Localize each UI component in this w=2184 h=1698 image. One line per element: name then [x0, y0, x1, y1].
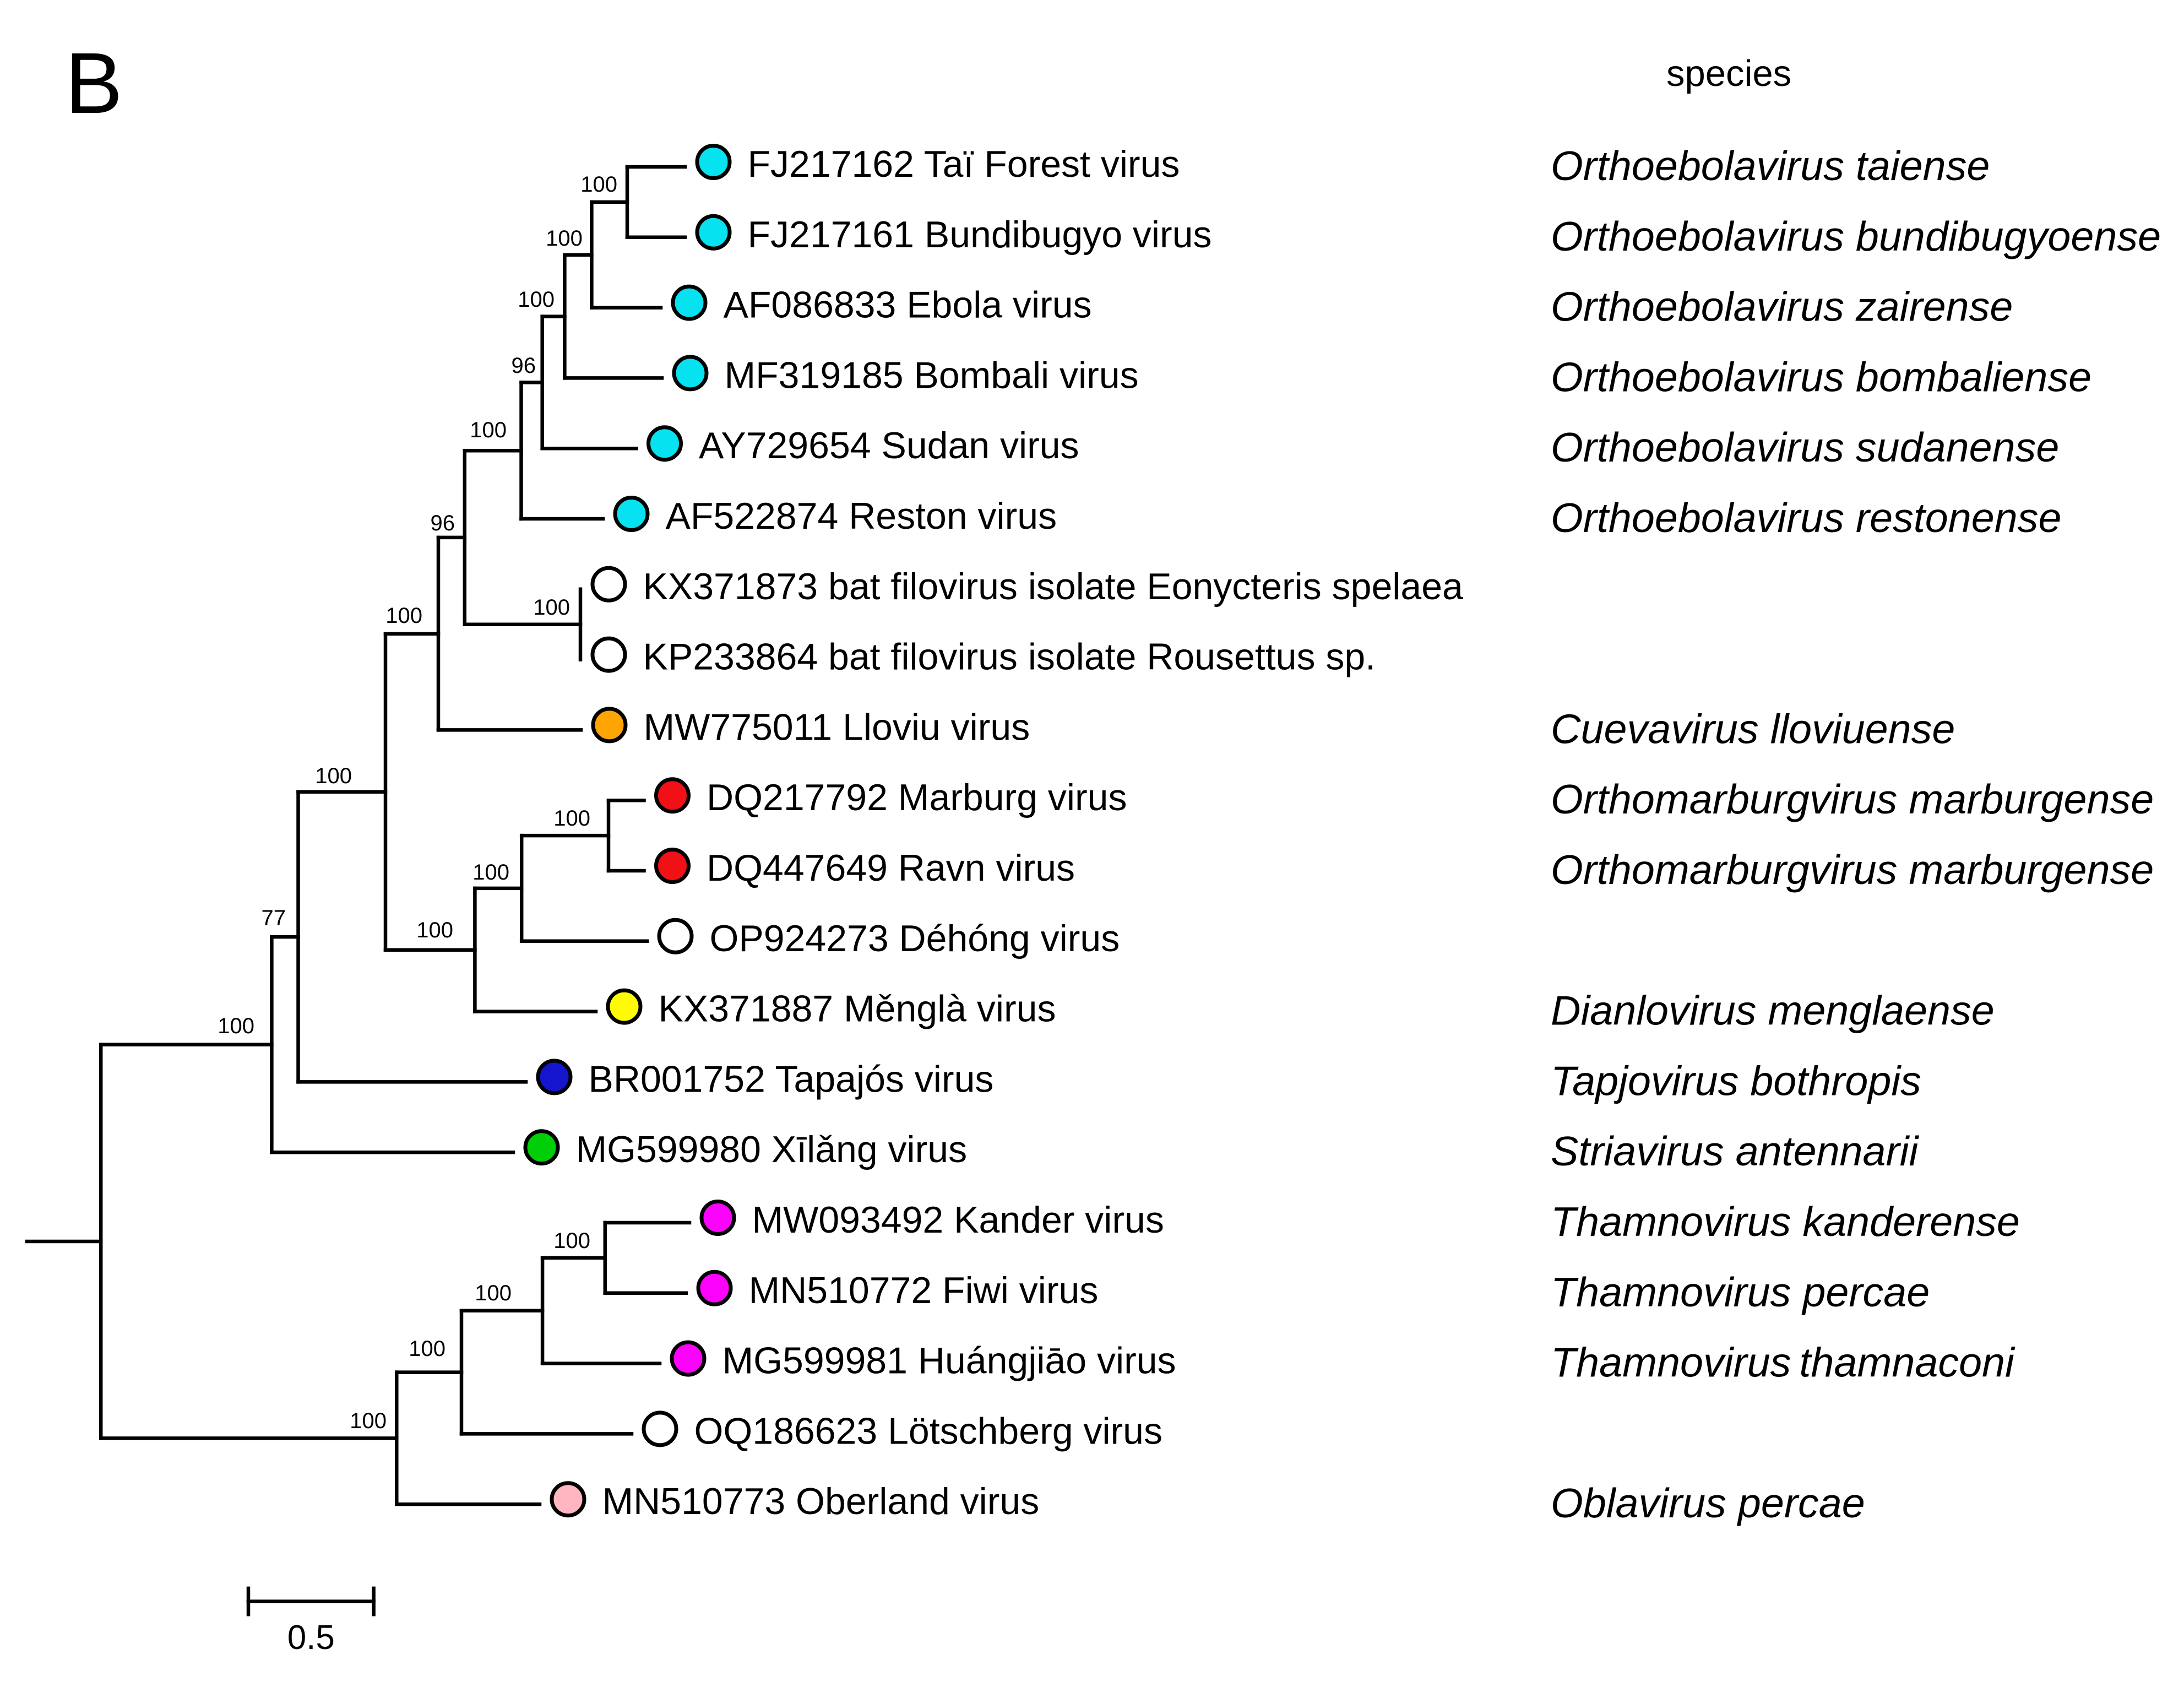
svg-text:100: 100: [580, 172, 617, 197]
svg-text:BR001752 Tapajós virus: BR001752 Tapajós virus: [589, 1058, 994, 1100]
svg-text:0.5: 0.5: [287, 1619, 335, 1657]
svg-text:DQ217792 Marburg virus: DQ217792 Marburg virus: [707, 777, 1127, 818]
svg-text:Orthoebolavirus sudanense: Orthoebolavirus sudanense: [1551, 424, 2059, 470]
svg-text:MN510772 Fiwi virus: MN510772 Fiwi virus: [749, 1270, 1099, 1311]
svg-text:FJ217162 Taï Forest virus: FJ217162 Taï Forest virus: [748, 143, 1180, 185]
svg-text:100: 100: [218, 1014, 254, 1038]
svg-text:MN510773 Oberland virus: MN510773 Oberland virus: [602, 1480, 1040, 1522]
svg-text:Orthomarburgvirus marburgense: Orthomarburgvirus marburgense: [1551, 776, 2154, 822]
svg-text:100: 100: [553, 806, 590, 831]
svg-text:100: 100: [409, 1337, 446, 1361]
svg-text:KX371887 Měnglà virus: KX371887 Měnglà virus: [659, 988, 1056, 1030]
svg-text:100: 100: [475, 1281, 512, 1305]
svg-text:Tapjovirus bothropis: Tapjovirus bothropis: [1551, 1057, 1921, 1104]
svg-text:100: 100: [470, 418, 507, 442]
svg-text:MG599980 Xīlǎng virus: MG599980 Xīlǎng virus: [576, 1129, 968, 1170]
svg-text:Orthoebolavirus taiense: Orthoebolavirus taiense: [1551, 143, 1990, 189]
svg-text:AY729654 Sudan virus: AY729654 Sudan virus: [699, 425, 1079, 466]
svg-text:AF522874 Reston virus: AF522874 Reston virus: [666, 495, 1057, 537]
svg-text:100: 100: [350, 1409, 387, 1433]
svg-text:100: 100: [546, 226, 583, 251]
svg-text:100: 100: [553, 1229, 590, 1253]
svg-text:MG599981 Huángjiāo virus: MG599981 Huángjiāo virus: [722, 1340, 1176, 1382]
svg-text:100: 100: [416, 918, 453, 942]
svg-text:Orthoebolavirus restonense: Orthoebolavirus restonense: [1551, 495, 2062, 541]
svg-text:100: 100: [472, 860, 509, 885]
svg-text:OQ186623 Lötschberg virus: OQ186623 Lötschberg virus: [694, 1410, 1163, 1452]
svg-text:77: 77: [262, 906, 286, 930]
svg-text:Thamnovirus kanderense: Thamnovirus kanderense: [1551, 1198, 2020, 1245]
svg-text:Orthomarburgvirus marburgense: Orthomarburgvirus marburgense: [1551, 847, 2154, 893]
svg-text:96: 96: [431, 511, 455, 535]
svg-text:Dianlovirus menglaense: Dianlovirus menglaense: [1551, 988, 1995, 1034]
svg-text:Thamnovirus percae: Thamnovirus percae: [1551, 1269, 1930, 1315]
svg-text:Oblavirus percae: Oblavirus percae: [1551, 1480, 1865, 1526]
svg-text:species: species: [1666, 53, 1791, 94]
svg-text:Orthoebolavirus bombaliense: Orthoebolavirus bombaliense: [1551, 354, 2091, 400]
svg-text:Cuevavirus lloviuense: Cuevavirus lloviuense: [1551, 706, 1955, 752]
svg-text:100: 100: [518, 287, 555, 312]
svg-text:B: B: [65, 35, 123, 132]
svg-text:AF086833 Ebola virus: AF086833 Ebola virus: [724, 284, 1092, 326]
svg-text:Orthoebolavirus zairense: Orthoebolavirus zairense: [1551, 284, 2013, 330]
svg-text:Orthoebolavirus bundibugyoense: Orthoebolavirus bundibugyoense: [1551, 213, 2161, 259]
svg-text:MW775011 Lloviu virus: MW775011 Lloviu virus: [644, 706, 1030, 748]
svg-text:KP233864 bat filovirus isolate: KP233864 bat filovirus isolate Rousettus…: [643, 636, 1376, 678]
svg-text:100: 100: [385, 604, 422, 628]
svg-text:DQ447649 Ravn virus: DQ447649 Ravn virus: [707, 847, 1075, 889]
svg-text:FJ217161 Bundibugyo virus: FJ217161 Bundibugyo virus: [748, 214, 1212, 256]
svg-text:100: 100: [533, 595, 570, 620]
svg-text:MW093492 Kander virus: MW093492 Kander virus: [752, 1199, 1164, 1241]
svg-text:96: 96: [512, 354, 536, 378]
svg-text:MF319185 Bombali virus: MF319185 Bombali virus: [725, 354, 1139, 396]
svg-text:Striavirus antennarii: Striavirus antennarii: [1551, 1128, 1919, 1174]
svg-text:OP924273 Déhóng virus: OP924273 Déhóng virus: [710, 918, 1120, 959]
svg-text:Thamnovirus thamnaconi: Thamnovirus thamnaconi: [1551, 1339, 2015, 1386]
svg-text:100: 100: [315, 764, 352, 788]
svg-text:KX371873 bat filovirus isolate: KX371873 bat filovirus isolate Eonycteri…: [643, 566, 1464, 607]
